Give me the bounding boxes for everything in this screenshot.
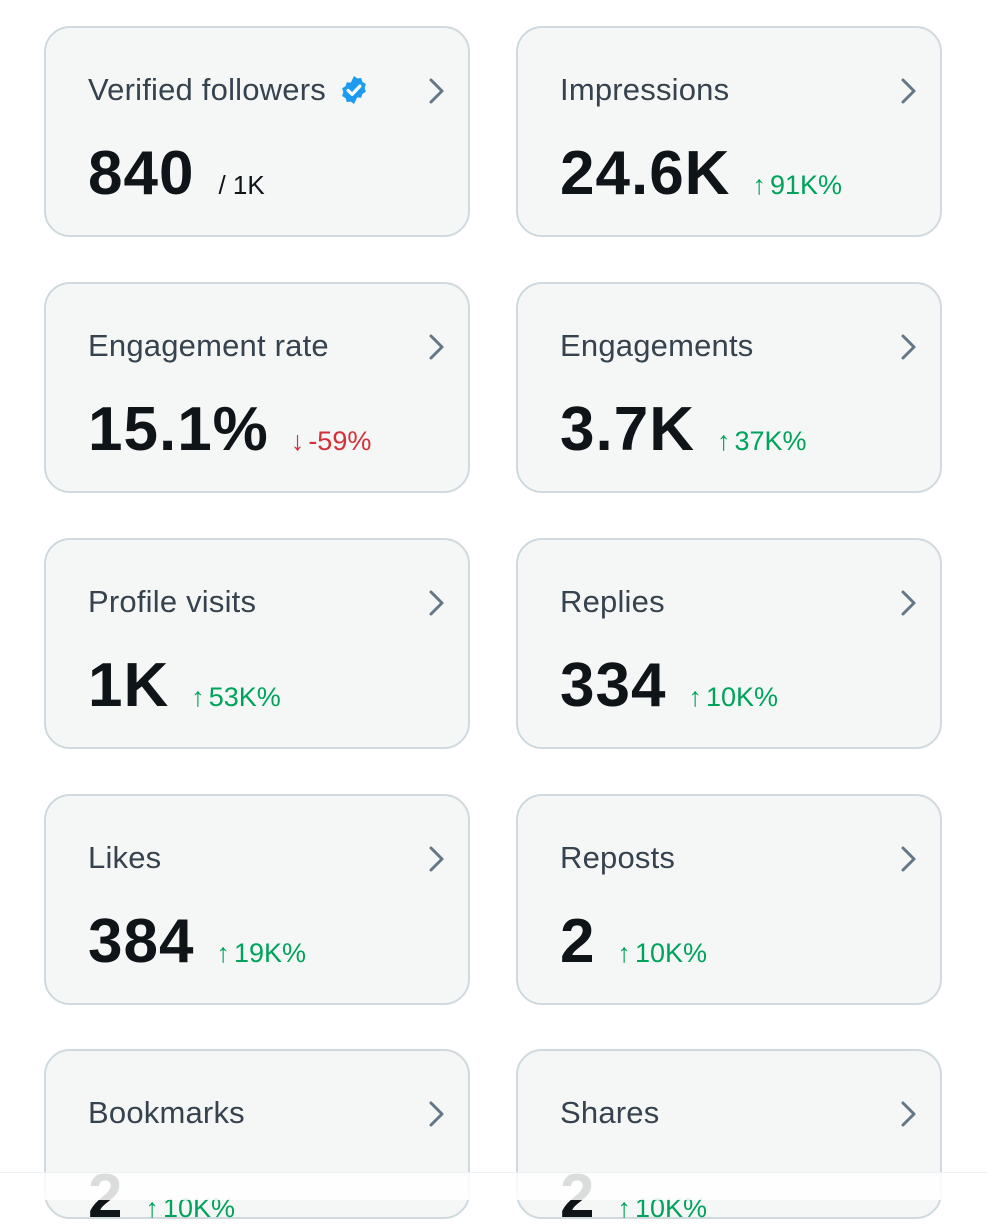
- metric-delta-value: 37K%: [734, 426, 807, 456]
- chevron-right-icon[interactable]: [898, 588, 920, 618]
- arrow-up-icon: ↑: [716, 426, 731, 456]
- metric-row: 15.1% ↓ -59%: [88, 394, 371, 465]
- card-likes[interactable]: Likes 384 ↑ 19K%: [44, 794, 470, 1005]
- metric-delta-value: -59%: [308, 426, 372, 456]
- chevron-right-icon[interactable]: [898, 1099, 920, 1129]
- card-title: Shares: [560, 1095, 659, 1131]
- metric-value: 334: [560, 651, 667, 720]
- verified-badge-icon: [342, 76, 366, 104]
- card-title-label: Engagement rate: [88, 328, 329, 363]
- chevron-right-icon[interactable]: [898, 332, 920, 362]
- card-title: Replies: [560, 584, 665, 620]
- chevron-right-icon[interactable]: [426, 76, 448, 106]
- card-title: Bookmarks: [88, 1095, 245, 1131]
- analytics-grid: Verified followers 840 / 1K Impressions …: [0, 26, 987, 1231]
- metric-delta: ↑ 37K%: [717, 426, 807, 457]
- metric-value: 3.7K: [560, 395, 695, 464]
- card-title: Impressions: [560, 72, 729, 108]
- card-reposts[interactable]: Reposts 2 ↑ 10K%: [516, 794, 942, 1005]
- metric-value: 840: [88, 139, 195, 208]
- card-title-label: Impressions: [560, 72, 730, 107]
- metric-value: 1K: [88, 651, 170, 720]
- metric-delta-value: 91K%: [769, 170, 843, 200]
- metric-delta: ↓ -59%: [291, 426, 372, 457]
- card-title-label: Reposts: [560, 840, 676, 875]
- arrow-up-icon: ↑: [752, 170, 766, 200]
- metric-delta: ↑ 91K%: [752, 170, 842, 201]
- card-title-label: Shares: [560, 1095, 660, 1130]
- metric-delta: ↑ 19K%: [216, 938, 306, 969]
- arrow-down-icon: ↓: [290, 426, 305, 456]
- chevron-right-icon[interactable]: [898, 844, 920, 874]
- card-title-label: Profile visits: [88, 584, 257, 619]
- card-title: Engagement rate: [88, 328, 329, 364]
- metric-row: 2 ↑ 10K%: [560, 906, 707, 977]
- metric-value: 2: [560, 907, 596, 976]
- chevron-right-icon[interactable]: [898, 76, 920, 106]
- chevron-right-icon[interactable]: [426, 844, 448, 874]
- metric-row: 24.6K ↑ 91K%: [560, 138, 842, 209]
- card-title-label: Verified followers: [88, 72, 326, 107]
- card-profile-visits[interactable]: Profile visits 1K ↑ 53K%: [44, 538, 470, 749]
- metric-delta-value: 10K%: [634, 938, 708, 968]
- card-engagements[interactable]: Engagements 3.7K ↑ 37K%: [516, 282, 942, 493]
- metric-delta: ↑ 53K%: [191, 682, 281, 713]
- card-title: Verified followers: [88, 72, 370, 108]
- card-title-label: Likes: [88, 840, 162, 875]
- arrow-up-icon: ↑: [617, 938, 631, 968]
- metric-row: 3.7K ↑ 37K%: [560, 394, 807, 465]
- card-title-label: Engagements: [560, 328, 754, 363]
- metric-row: 1K ↑ 53K%: [88, 650, 281, 721]
- metric-delta: ↑ 10K%: [617, 938, 707, 969]
- card-impressions[interactable]: Impressions 24.6K ↑ 91K%: [516, 26, 942, 237]
- card-title-label: Replies: [560, 584, 665, 619]
- metric-row: 334 ↑ 10K%: [560, 650, 778, 721]
- chevron-right-icon[interactable]: [426, 1099, 448, 1129]
- chevron-right-icon[interactable]: [426, 332, 448, 362]
- metric-row: 840 / 1K: [88, 138, 265, 209]
- metric-value: 15.1%: [88, 395, 269, 464]
- metric-delta-value: 53K%: [208, 682, 281, 712]
- card-title: Engagements: [560, 328, 754, 364]
- arrow-up-icon: ↑: [216, 938, 230, 968]
- metric-delta: ↑ 10K%: [688, 682, 778, 713]
- card-title: Profile visits: [88, 584, 256, 620]
- card-engagement-rate[interactable]: Engagement rate 15.1% ↓ -59%: [44, 282, 470, 493]
- metric-delta-value: 19K%: [233, 938, 307, 968]
- card-replies[interactable]: Replies 334 ↑ 10K%: [516, 538, 942, 749]
- arrow-up-icon: ↑: [191, 682, 205, 712]
- metric-value: 24.6K: [560, 139, 731, 208]
- metric-row: 384 ↑ 19K%: [88, 906, 306, 977]
- arrow-up-icon: ↑: [688, 682, 702, 712]
- card-title: Reposts: [560, 840, 675, 876]
- metric-value: 384: [88, 907, 195, 976]
- metric-delta-value: 10K%: [705, 682, 779, 712]
- card-title: Likes: [88, 840, 161, 876]
- chevron-right-icon[interactable]: [426, 588, 448, 618]
- card-title-label: Bookmarks: [88, 1095, 245, 1130]
- metric-total: / 1K: [218, 170, 265, 200]
- bottom-bar-overlay: [0, 1172, 987, 1200]
- card-verified-followers[interactable]: Verified followers 840 / 1K: [44, 26, 470, 237]
